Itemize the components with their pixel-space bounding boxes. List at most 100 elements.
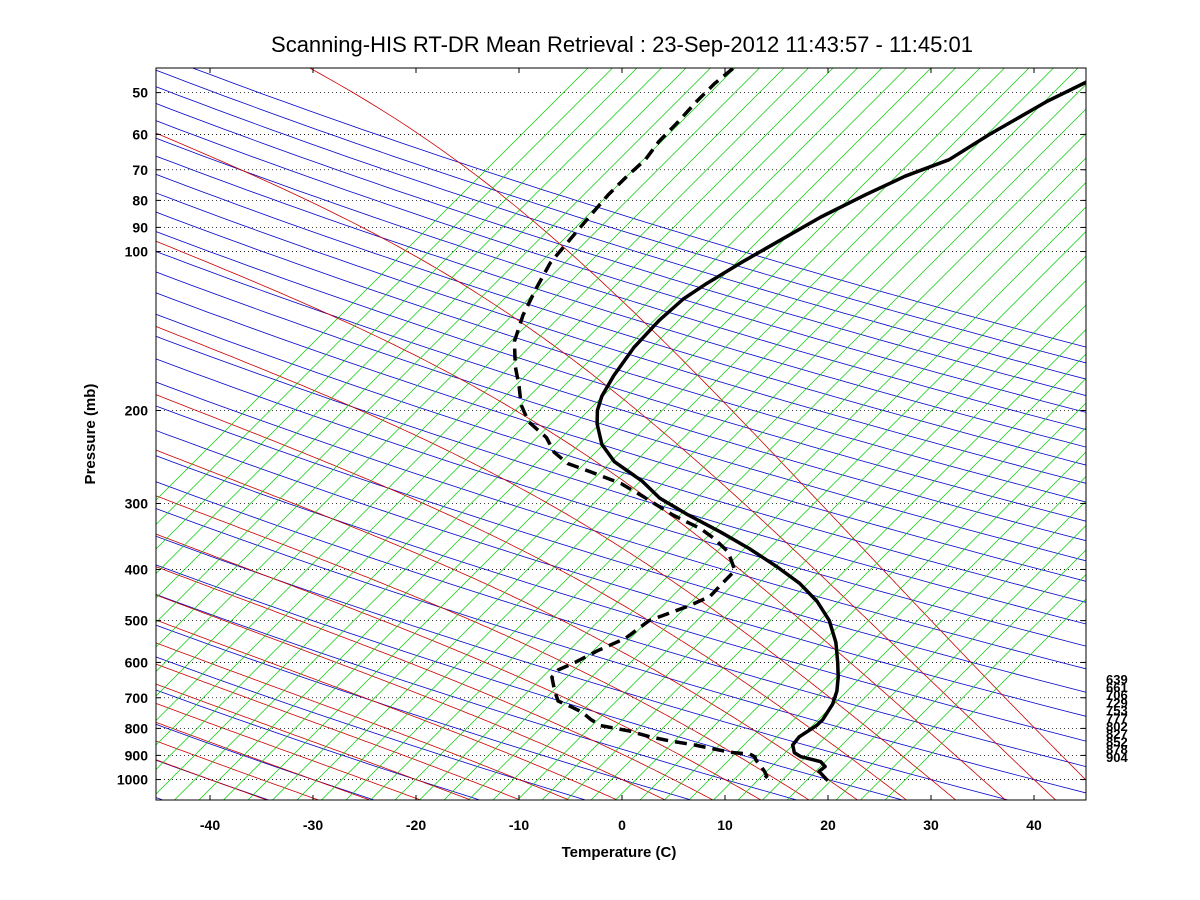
y-tick-label: 200 <box>125 403 149 419</box>
moist-adiabat-line <box>156 566 714 800</box>
mixing-ratio-line <box>156 68 638 550</box>
mixing-ratio-line <box>223 68 956 800</box>
dewpoint-profile-line <box>512 68 769 782</box>
x-tick-label: -40 <box>200 817 220 833</box>
thermo-background <box>156 68 1086 800</box>
mixing-ratio-line <box>156 68 785 697</box>
mixing-ratio-line <box>615 329 1086 800</box>
mixing-ratio-line <box>156 68 809 721</box>
pressure-grid <box>156 92 1086 780</box>
mixing-ratio-line <box>394 108 1086 800</box>
x-tick-label: -10 <box>509 817 529 833</box>
mixing-ratio-line <box>566 280 1086 800</box>
y-tick-label: 90 <box>132 219 148 235</box>
dry-adiabat-line <box>156 120 1086 413</box>
side-pressure-label: 706 <box>1106 688 1128 703</box>
dry-adiabat-line <box>156 335 1086 625</box>
moist-adiabat-line <box>156 449 859 800</box>
mixing-ratio-line <box>156 68 589 501</box>
y-tick-label: 60 <box>132 126 148 142</box>
moist-adiabat-line <box>156 759 268 800</box>
side-pressure-label: 852 <box>1106 734 1128 749</box>
moist-adiabat-line <box>156 495 810 800</box>
side-pressure-label: 802 <box>1106 719 1128 734</box>
y-tick-label: 80 <box>132 192 148 208</box>
dry-adiabat-line <box>156 173 1086 466</box>
moist-adiabat-line <box>156 642 570 800</box>
dry-adiabat-line <box>156 69 1086 364</box>
y-tick-label: 700 <box>125 690 149 706</box>
dry-adiabat-line <box>156 211 1086 503</box>
mixing-ratio-line <box>762 476 1086 800</box>
dry-adiabat-line <box>156 358 1086 647</box>
dry-adiabat-line <box>156 381 1086 670</box>
y-axis-ticks: 50 60 70 80 90 100 200 300 400 500 600 700 800 900 100… <box>117 85 1086 788</box>
mixing-ratio-line <box>370 84 1086 800</box>
mixing-ratio-line <box>664 378 1086 800</box>
dry-adiabat-line <box>156 271 1086 562</box>
moist-adiabat-line <box>156 740 320 800</box>
mixing-ratio-line <box>443 157 1086 800</box>
mixing-ratio-line <box>156 68 760 672</box>
y-tick-label: 300 <box>125 495 149 511</box>
y-tick-label: 100 <box>125 244 149 260</box>
mixing-ratio-line <box>296 68 1030 800</box>
x-axis-ticks: -40 -30 -20 -10 0 10 20 30 40 <box>200 68 1042 833</box>
y-tick-label: 400 <box>125 561 149 577</box>
moist-adiabat-line <box>156 394 908 800</box>
moist-adiabat-line <box>156 683 472 800</box>
x-tick-label: 30 <box>923 817 939 833</box>
dry-adiabat-line <box>156 192 1086 484</box>
mixing-ratio-line <box>272 68 1005 800</box>
x-tick-label: 0 <box>618 817 626 833</box>
mixing-ratio-line <box>156 68 858 770</box>
moist-adiabat-line <box>156 663 522 800</box>
y-tick-label: 1000 <box>117 772 148 788</box>
mixing-ratio-line <box>156 68 662 574</box>
mixing-ratio-line <box>468 182 1086 800</box>
mixing-ratio-line <box>639 353 1086 800</box>
y-tick-label: 600 <box>125 654 149 670</box>
moist-adiabat-line <box>308 68 1086 781</box>
side-pressure-label: 827 <box>1106 727 1128 742</box>
chart-title: Scanning-HIS RT-DR Mean Retrieval : 23-S… <box>271 32 973 57</box>
mixing-ratio-line <box>541 255 1086 800</box>
mixing-ratio-line <box>321 68 1054 800</box>
mixing-ratio-line <box>156 68 834 746</box>
side-pressure-label: 777 <box>1106 711 1128 726</box>
dry-adiabat-line <box>191 68 1086 348</box>
side-pressure-label: 753 <box>1106 703 1128 718</box>
moist-adiabat-line <box>156 594 666 800</box>
mixing-ratio-line <box>786 500 1086 800</box>
side-pressure-label: 904 <box>1106 750 1128 765</box>
mixing-ratio-line <box>198 68 932 800</box>
x-axis-label: Temperature (C) <box>562 844 677 861</box>
mixing-ratio-line <box>345 68 1079 800</box>
mixing-ratio-line <box>835 549 1086 800</box>
y-axis-label: Pressure (mb) <box>82 384 99 485</box>
mixing-ratio-line <box>156 68 613 525</box>
x-tick-label: 20 <box>820 817 836 833</box>
y-tick-label: 70 <box>132 162 148 178</box>
y-tick-label: 900 <box>125 747 149 763</box>
dry-adiabat-line <box>156 313 1086 603</box>
sounding-series <box>512 68 1086 782</box>
dry-adiabat-line <box>156 405 1086 693</box>
mixing-ratio-line <box>713 427 1086 800</box>
mixing-ratio-line <box>860 574 1086 800</box>
mixing-ratio-line <box>688 402 1086 800</box>
dry-adiabat-line <box>156 594 799 800</box>
y-tick-label: 500 <box>125 613 149 629</box>
mixing-ratio-line <box>492 206 1086 800</box>
x-tick-label: 10 <box>717 817 733 833</box>
x-tick-label: -20 <box>406 817 426 833</box>
mixing-ratio-line <box>247 68 981 800</box>
dry-adiabat-line <box>156 251 1086 542</box>
mixing-ratio-line <box>737 451 1086 800</box>
side-pressure-label: 729 <box>1106 695 1128 710</box>
y-tick-label: 800 <box>125 720 149 736</box>
side-pressure-label: 661 <box>1106 680 1128 695</box>
mixing-ratio-line <box>884 598 1086 800</box>
